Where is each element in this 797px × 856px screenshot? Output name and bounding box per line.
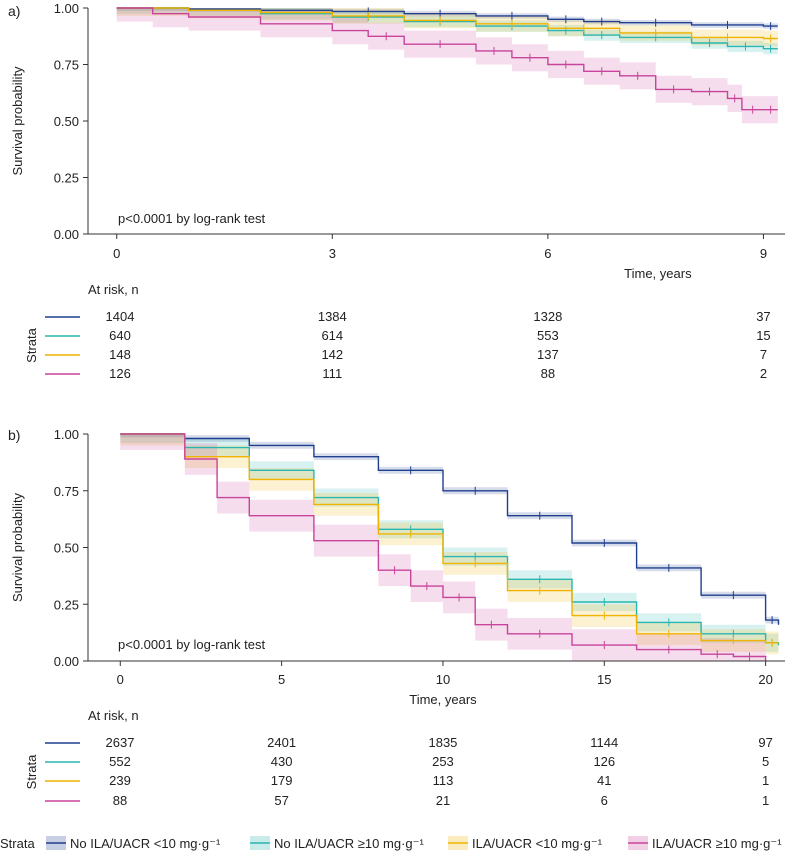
risk-table-cell: 137 (537, 347, 559, 362)
y-tick-label: 0.50 (54, 114, 79, 129)
x-axis-label: Time, years (409, 692, 477, 707)
x-tick-label: 5 (278, 672, 285, 687)
risk-table-cell: 1 (762, 793, 769, 808)
y-tick-label: 0.75 (54, 484, 79, 499)
legend-item-label-2: ILA/UACR <10 mg·g⁻¹ (472, 836, 603, 851)
x-tick-label: 15 (597, 672, 611, 687)
ci-band-series-1 (120, 434, 779, 655)
risk-table-cell: 179 (271, 773, 293, 788)
risk-table-cell: 552 (109, 754, 131, 769)
risk-table-cell: 126 (593, 754, 615, 769)
x-tick-label: 10 (436, 672, 450, 687)
y-tick-label: 0.50 (54, 541, 79, 556)
risk-table-cell: 2 (760, 366, 767, 381)
legend-item-label-0: No ILA/UACR <10 mg·g⁻¹ (70, 836, 221, 851)
risk-table-strata-label: Strata (24, 754, 39, 789)
risk-table-cell: 1835 (428, 735, 457, 750)
x-tick-label: 0 (113, 246, 120, 261)
legend-item-label-1: No ILA/UACR ≥10 mg·g⁻¹ (274, 836, 424, 851)
y-axis-label: Survival probability (10, 492, 25, 602)
log-rank-annotation: p<0.0001 by log-rank test (118, 211, 265, 226)
survival-curve-series-0 (120, 433, 780, 625)
risk-table-cell: 21 (436, 793, 450, 808)
risk-table-cell: 15 (756, 328, 770, 343)
risk-table-cell: 126 (109, 366, 131, 381)
risk-table-cell: 88 (541, 366, 555, 381)
risk-table-cell: 113 (433, 773, 454, 788)
panel-label: b) (8, 427, 20, 443)
risk-table-title: At risk, n (88, 282, 139, 297)
x-axis-label: Time, years (624, 266, 692, 281)
risk-table-cell: 640 (109, 328, 131, 343)
y-tick-label: 1.00 (54, 427, 79, 442)
panel-label: a) (8, 3, 20, 19)
y-tick-label: 0.00 (54, 654, 79, 669)
survival-curve-series-2 (116, 7, 778, 40)
y-tick-label: 0.25 (54, 597, 79, 612)
risk-table-strata-label: Strata (24, 327, 39, 362)
x-tick-label: 3 (329, 246, 336, 261)
ci-band-series-1 (116, 8, 778, 55)
legend-title: Strata (0, 836, 35, 851)
risk-table-cell: 57 (274, 793, 288, 808)
risk-table-cell: 553 (537, 328, 559, 343)
risk-table-cell: 142 (321, 347, 343, 362)
log-rank-annotation: p<0.0001 by log-rank test (118, 637, 265, 652)
legend: Strata No ILA/UACR <10 mg·g⁻¹ No ILA/UACR … (0, 836, 782, 851)
risk-table-cell: 88 (113, 793, 127, 808)
risk-table-cell: 253 (432, 754, 454, 769)
ci-band-series-2 (120, 434, 779, 655)
risk-table-cell: 97 (758, 735, 772, 750)
risk-table-cell: 41 (597, 773, 611, 788)
risk-table-cell: 2637 (106, 735, 135, 750)
legend-item-label-3: ILA/UACR ≥10 mg·g⁻¹ (652, 836, 782, 851)
risk-table-cell: 614 (321, 328, 343, 343)
risk-table-title: At risk, n (88, 708, 139, 723)
x-tick-label: 0 (117, 672, 124, 687)
ci-band-series-2 (116, 8, 778, 47)
risk-table-cell: 430 (271, 754, 293, 769)
risk-table-cell: 7 (760, 347, 767, 362)
risk-table-cell: 6 (601, 793, 608, 808)
survival-curve-series-3 (120, 433, 767, 661)
survival-curve-series-3 (116, 7, 778, 111)
risk-table-cell: 1144 (590, 735, 618, 750)
risk-table-cell: 111 (322, 366, 342, 381)
risk-table-cell: 148 (109, 347, 131, 362)
risk-table-cell: 1384 (318, 309, 347, 324)
risk-table-cell: 1 (762, 773, 769, 788)
y-tick-label: 0.25 (54, 171, 79, 186)
y-tick-label: 1.00 (54, 1, 79, 16)
risk-table-cell: 1404 (106, 309, 135, 324)
x-tick-label: 20 (758, 672, 772, 687)
ci-band-series-0 (116, 8, 778, 29)
ci-band-series-3 (116, 8, 778, 124)
risk-table-cell: 5 (762, 754, 769, 769)
y-tick-label: 0.75 (54, 58, 79, 73)
x-tick-label: 9 (760, 246, 767, 261)
x-tick-label: 6 (544, 246, 551, 261)
risk-table-cell: 1328 (533, 309, 562, 324)
risk-table-cell: 37 (756, 309, 770, 324)
y-axis-label: Survival probability (10, 66, 25, 176)
risk-table-cell: 239 (109, 773, 131, 788)
risk-table-cell: 2401 (267, 735, 296, 750)
y-tick-label: 0.00 (54, 227, 79, 242)
panel-a: a) 0.00 0.25 0.50 0.75 1.00 0 3 6 9 Survival proba… (8, 1, 785, 381)
